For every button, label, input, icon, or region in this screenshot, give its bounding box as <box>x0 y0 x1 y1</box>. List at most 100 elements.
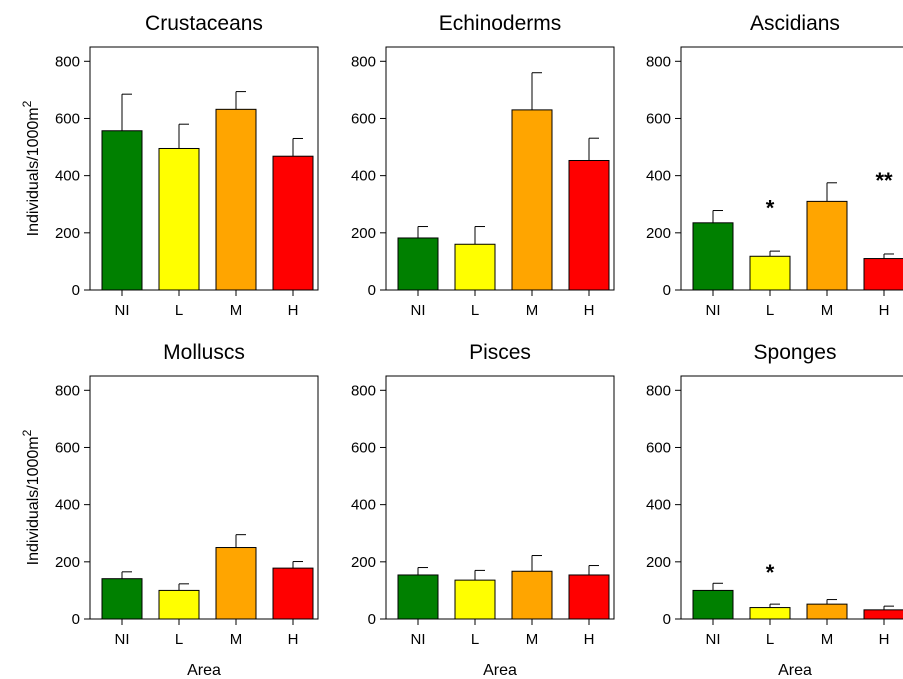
y-tick-label: 200 <box>646 225 671 242</box>
y-tick-label: 200 <box>646 554 671 571</box>
bar-ni <box>101 130 143 291</box>
y-tick-label: 600 <box>646 439 671 456</box>
bar-m <box>511 570 553 620</box>
y-tick-label: 0 <box>72 611 80 628</box>
significance-marker: * <box>766 560 775 585</box>
y-tick-label: 0 <box>663 611 671 628</box>
y-tick-label: 0 <box>368 611 376 628</box>
plot-frame <box>680 46 903 291</box>
x-tick-label: H <box>584 631 595 648</box>
x-tick-label: M <box>230 631 243 648</box>
bar-l <box>454 243 496 291</box>
bar-h <box>272 567 314 620</box>
y-tick-label: 200 <box>351 225 376 242</box>
chart-title: Pisces <box>469 341 531 364</box>
chart-title: Echinoderms <box>439 12 562 35</box>
y-axis-label-text: Individuals/1000m <box>25 436 42 565</box>
y-tick-label: 0 <box>72 282 80 299</box>
y-tick-label: 400 <box>55 497 80 514</box>
x-tick-label: L <box>471 631 479 648</box>
x-tick-label: NI <box>115 302 130 319</box>
bar-ni <box>101 578 143 620</box>
plot-frame <box>385 46 615 291</box>
y-tick-label: 200 <box>351 554 376 571</box>
y-tick-label: 800 <box>351 382 376 399</box>
plot-frame <box>89 375 319 620</box>
chart-panel-pisces: Pisces 0 200 400 600 800 NI L M H Area <box>351 341 615 679</box>
y-tick-label: 600 <box>55 110 80 127</box>
bar-ni <box>692 222 734 291</box>
y-tick-label: 800 <box>55 53 80 70</box>
y-tick-label: 600 <box>55 439 80 456</box>
y-tick-label: 400 <box>55 168 80 185</box>
x-tick-label: NI <box>411 302 426 319</box>
y-tick-label: 800 <box>351 53 376 70</box>
y-tick-label: 600 <box>646 110 671 127</box>
bar-m <box>806 200 848 291</box>
y-tick-label: 600 <box>351 110 376 127</box>
x-tick-label: NI <box>706 631 721 648</box>
y-tick-label: 200 <box>55 554 80 571</box>
x-tick-label: H <box>879 631 890 648</box>
y-axis-label-superscript: 2 <box>20 100 34 107</box>
chart-title: Sponges <box>754 341 837 364</box>
bar-h <box>272 155 314 291</box>
y-tick-label: 600 <box>351 439 376 456</box>
x-tick-label: NI <box>115 631 130 648</box>
bar-l <box>454 579 496 620</box>
significance-marker: ** <box>875 168 893 193</box>
chart-title: Molluscs <box>163 341 245 364</box>
significance-marker: * <box>766 195 775 220</box>
x-tick-label: H <box>879 302 890 319</box>
x-axis-label: Area <box>483 662 517 679</box>
bar-h <box>863 609 903 620</box>
bar-l <box>158 147 200 291</box>
x-tick-label: NI <box>411 631 426 648</box>
plot-frame <box>89 46 319 291</box>
x-tick-label: H <box>288 302 299 319</box>
x-tick-label: H <box>288 631 299 648</box>
bar-ni <box>397 574 439 620</box>
plot-frame <box>385 375 615 620</box>
x-tick-label: NI <box>706 302 721 319</box>
y-tick-label: 400 <box>351 497 376 514</box>
y-tick-label: 800 <box>55 382 80 399</box>
x-tick-label: H <box>584 302 595 319</box>
chart-panel-echinoderms: Echinoderms 0 200 400 600 800 NI L M H <box>351 12 615 319</box>
x-axis-label: Area <box>187 662 221 679</box>
chart-panel-molluscs: Molluscs 0 200 400 600 800 NI L M H Individuals/10… <box>20 341 319 679</box>
y-axis-label-text: Individuals/1000m <box>25 107 42 236</box>
x-tick-label: M <box>526 302 539 319</box>
y-axis-label-superscript: 2 <box>20 429 34 436</box>
y-tick-label: 200 <box>55 225 80 242</box>
bar-h <box>863 258 903 291</box>
y-axis-label: Individuals/1000m2 <box>20 429 42 565</box>
x-tick-label: M <box>526 631 539 648</box>
chart-title: Ascidians <box>750 12 840 35</box>
x-tick-label: L <box>471 302 479 319</box>
bar-l <box>158 589 200 620</box>
bar-l <box>749 255 791 291</box>
x-tick-label: L <box>766 302 774 319</box>
plot-frame <box>680 375 903 620</box>
y-tick-label: 0 <box>663 282 671 299</box>
bar-m <box>806 603 848 620</box>
bar-ni <box>397 237 439 291</box>
x-tick-label: L <box>175 631 183 648</box>
bar-m <box>215 108 257 291</box>
y-tick-label: 800 <box>646 382 671 399</box>
chart-panel-sponges: Sponges 0 200 400 600 800 NI L M H Area * <box>646 341 903 679</box>
x-tick-label: L <box>175 302 183 319</box>
y-tick-label: 0 <box>368 282 376 299</box>
bar-h <box>568 159 610 291</box>
x-tick-label: M <box>230 302 243 319</box>
y-tick-label: 400 <box>351 168 376 185</box>
bar-ni <box>692 589 734 620</box>
x-tick-label: L <box>766 631 774 648</box>
y-tick-label: 400 <box>646 168 671 185</box>
y-tick-label: 800 <box>646 53 671 70</box>
bar-m <box>511 109 553 291</box>
bar-m <box>215 547 257 620</box>
